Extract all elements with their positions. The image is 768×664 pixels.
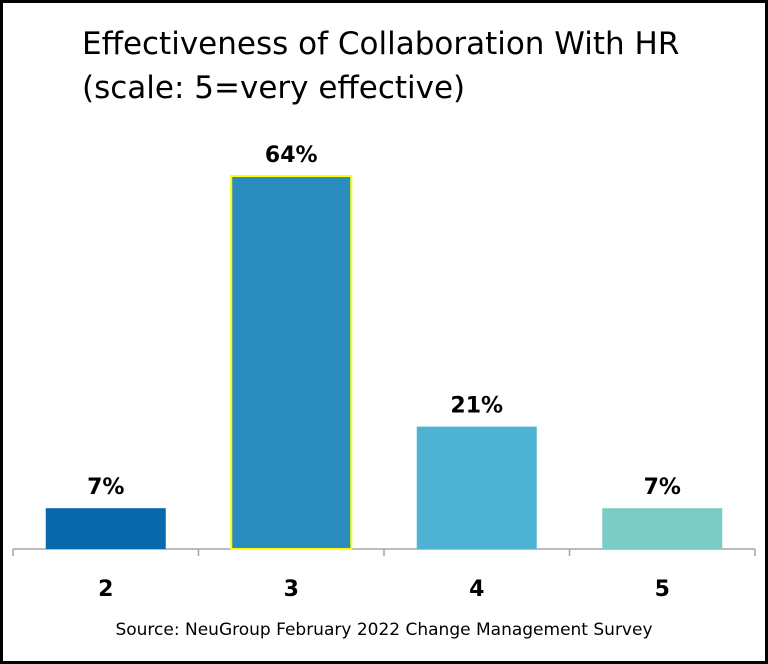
data-label: 7% — [644, 475, 681, 500]
bar-2 — [45, 508, 166, 549]
data-label: 21% — [450, 394, 503, 419]
source-note: Source: NeuGroup February 2022 Change Ma… — [115, 620, 653, 640]
x-tick-label: 3 — [284, 577, 299, 602]
bar-4 — [416, 426, 537, 549]
data-label: 7% — [87, 475, 124, 500]
data-label: 64% — [265, 143, 318, 168]
bar-5 — [602, 508, 723, 549]
x-tick-label: 2 — [98, 577, 113, 602]
bar-3 — [230, 175, 353, 550]
x-tick-label: 4 — [469, 577, 484, 602]
x-tick-label: 5 — [655, 577, 670, 602]
chart-title: Effectiveness of Collaboration With HR (… — [82, 26, 680, 106]
